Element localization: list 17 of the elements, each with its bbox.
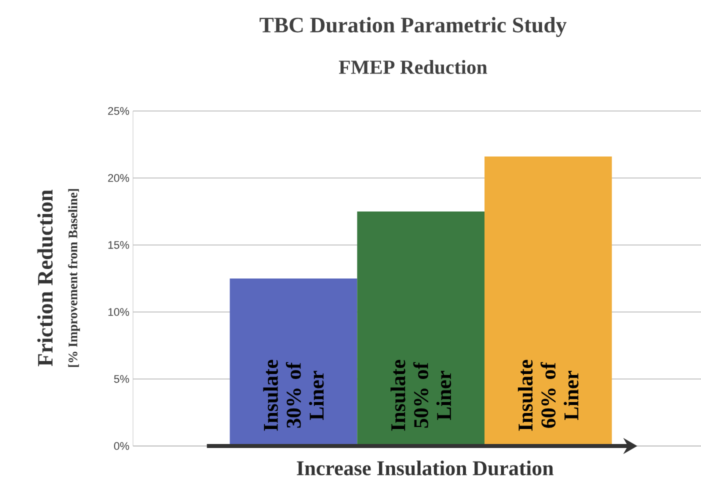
y-tick-label: 0% xyxy=(114,442,130,450)
y-tick-label: 20% xyxy=(108,174,130,182)
y-axis-title: Friction Reduction xyxy=(37,190,53,366)
bar xyxy=(230,278,358,446)
x-tick-label: Insulate 60% of Liner xyxy=(518,360,578,431)
x-axis-title: Increase Insulation Duration xyxy=(296,460,554,476)
chart-subtitle: FMEP Reduction xyxy=(338,60,488,74)
bar xyxy=(357,211,485,446)
text: [% Improvement from Baseline] xyxy=(68,189,80,367)
y-tick-label: 5% xyxy=(114,375,130,383)
y-tick-label: 15% xyxy=(108,241,130,249)
bar xyxy=(484,156,612,446)
y-tick-label: 25% xyxy=(108,107,130,115)
x-tick-label: Insulate 50% of Liner xyxy=(390,360,452,431)
y-tick-label: 10% xyxy=(108,308,130,316)
x-tick-label: Insulate 30% of Liner xyxy=(263,360,324,431)
chart-title: TBC Duration Parametric Study xyxy=(260,17,567,37)
